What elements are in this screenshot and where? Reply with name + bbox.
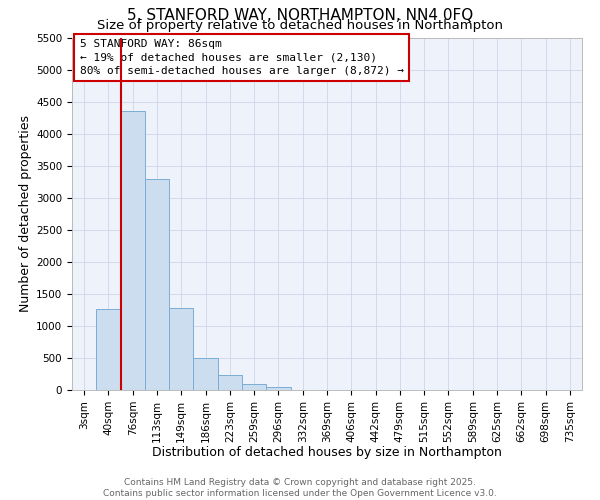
Bar xyxy=(266,388,290,390)
X-axis label: Distribution of detached houses by size in Northampton: Distribution of detached houses by size … xyxy=(152,446,502,459)
Bar xyxy=(242,384,266,390)
Text: 5, STANFORD WAY, NORTHAMPTON, NN4 0FQ: 5, STANFORD WAY, NORTHAMPTON, NN4 0FQ xyxy=(127,8,473,22)
Bar xyxy=(96,308,121,390)
Bar xyxy=(145,178,169,390)
Bar xyxy=(169,308,193,390)
Bar xyxy=(193,358,218,390)
Y-axis label: Number of detached properties: Number of detached properties xyxy=(19,116,32,312)
Bar xyxy=(121,111,145,390)
Text: 5 STANFORD WAY: 86sqm
← 19% of detached houses are smaller (2,130)
80% of semi-d: 5 STANFORD WAY: 86sqm ← 19% of detached … xyxy=(80,40,404,76)
Bar xyxy=(218,376,242,390)
Text: Size of property relative to detached houses in Northampton: Size of property relative to detached ho… xyxy=(97,19,503,32)
Text: Contains HM Land Registry data © Crown copyright and database right 2025.
Contai: Contains HM Land Registry data © Crown c… xyxy=(103,478,497,498)
